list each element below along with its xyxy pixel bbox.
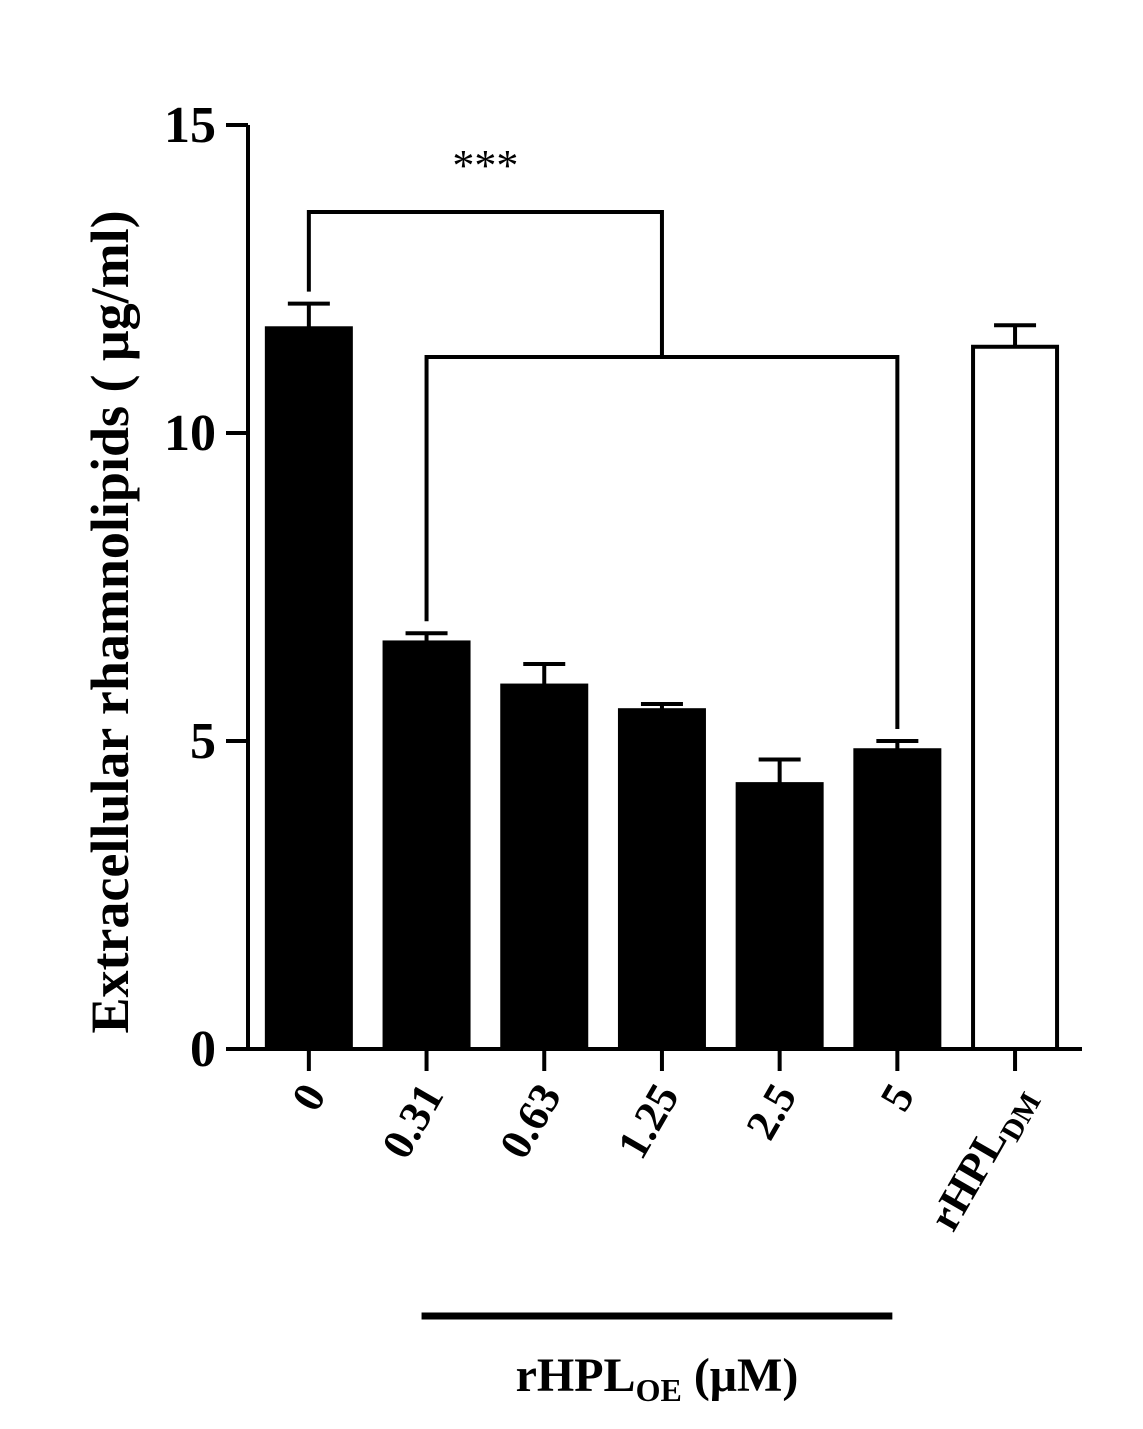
x-category-label: 1.25: [608, 1076, 689, 1167]
significance-stars: ***: [452, 141, 518, 190]
x-category-label: 2.5: [736, 1076, 806, 1148]
group-title-subscript: OE: [636, 1372, 682, 1408]
significance-annotation: ***: [306, 141, 900, 729]
x-category-subscript: DM: [994, 1087, 1048, 1147]
significance-bracket-lower: [424, 355, 900, 729]
x-category-label: 0.63: [490, 1076, 571, 1167]
bar: [735, 782, 824, 1051]
bar: [617, 708, 706, 1051]
group-title: rHPLOE (μM): [516, 1349, 799, 1408]
significance-bracket-upper: [306, 210, 664, 357]
bar: [500, 683, 589, 1051]
group-title-unit: (μM): [682, 1349, 798, 1402]
x-category-label: 0: [282, 1076, 335, 1120]
y-tick-label: 10: [164, 405, 216, 462]
y-tick-label: 5: [190, 713, 216, 770]
bar: [971, 344, 1060, 1051]
bar: [382, 640, 471, 1051]
y-tick-label: 0: [190, 1021, 216, 1078]
bar: [853, 748, 942, 1051]
bar: [264, 326, 353, 1051]
bars: [264, 301, 1060, 1051]
y-axis-title: Extracellular rhamnolipids ( μg/ml): [80, 210, 140, 1033]
x-category-label: 0.31: [372, 1076, 453, 1167]
x-category-label: rHPLDM: [919, 1076, 1047, 1243]
x-category-label: 5: [871, 1076, 924, 1120]
y-tick-label: 15: [164, 97, 216, 154]
